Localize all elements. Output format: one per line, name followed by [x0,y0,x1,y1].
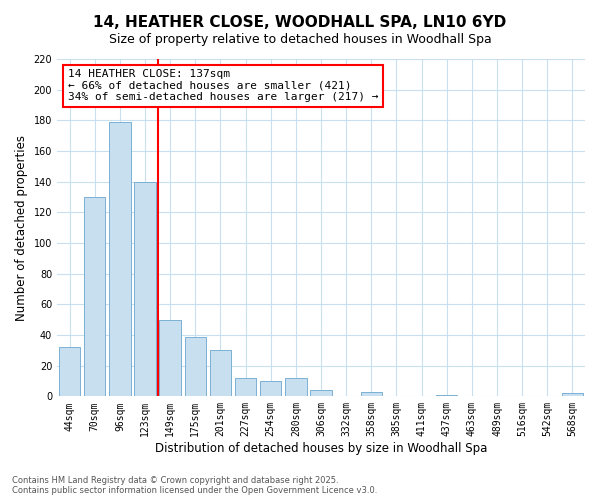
Y-axis label: Number of detached properties: Number of detached properties [15,134,28,320]
Bar [134,182,156,396]
Text: 14, HEATHER CLOSE, WOODHALL SPA, LN10 6YD: 14, HEATHER CLOSE, WOODHALL SPA, LN10 6Y… [94,15,506,30]
Bar [436,395,457,396]
Text: 14 HEATHER CLOSE: 137sqm
← 66% of detached houses are smaller (421)
34% of semi-: 14 HEATHER CLOSE: 137sqm ← 66% of detach… [68,69,378,102]
Bar [310,390,332,396]
Bar [235,378,256,396]
Bar [84,197,106,396]
Bar [361,392,382,396]
Bar [185,336,206,396]
Bar [210,350,231,397]
Bar [562,394,583,396]
Bar [59,348,80,397]
Text: Contains HM Land Registry data © Crown copyright and database right 2025.
Contai: Contains HM Land Registry data © Crown c… [12,476,377,495]
Bar [260,381,281,396]
Bar [160,320,181,396]
Text: Size of property relative to detached houses in Woodhall Spa: Size of property relative to detached ho… [109,32,491,46]
Bar [285,378,307,396]
Bar [109,122,131,396]
X-axis label: Distribution of detached houses by size in Woodhall Spa: Distribution of detached houses by size … [155,442,487,455]
